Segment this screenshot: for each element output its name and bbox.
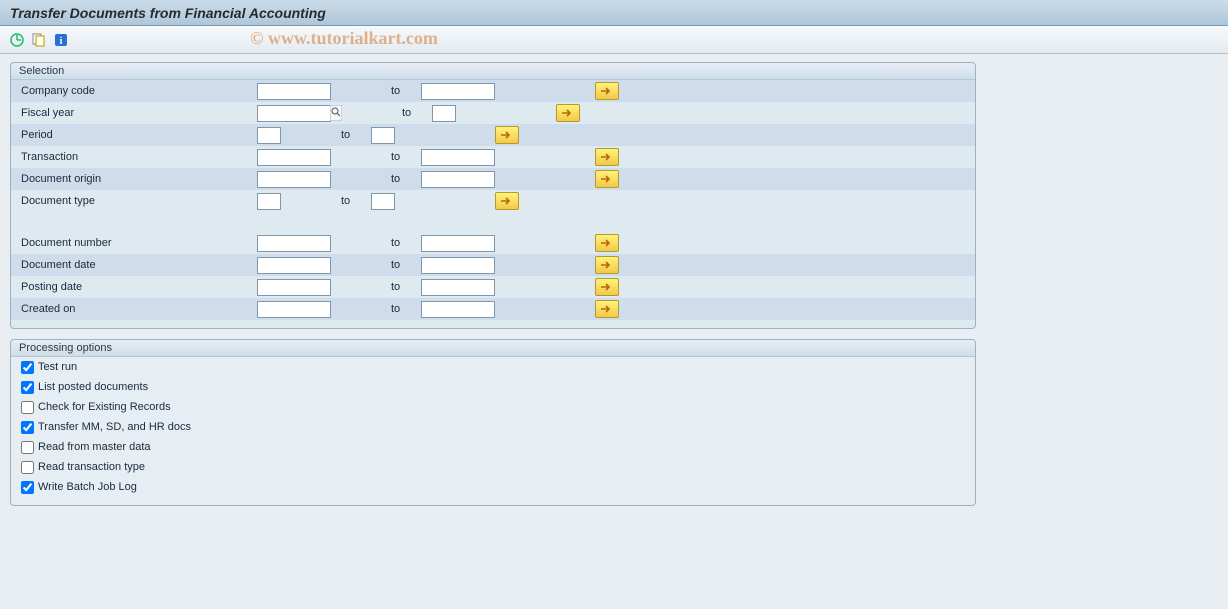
info-icon[interactable]: i — [52, 31, 70, 49]
multiple-selection-button[interactable] — [495, 126, 519, 144]
option-label: Test run — [38, 361, 77, 373]
variant-icon[interactable] — [30, 31, 48, 49]
svg-text:i: i — [60, 36, 63, 47]
to-label: to — [391, 151, 421, 163]
execute-icon[interactable] — [8, 31, 26, 49]
to-input[interactable] — [371, 193, 395, 210]
option-label: List posted documents — [38, 381, 148, 393]
field-label: Company code — [17, 85, 257, 97]
to-input[interactable] — [421, 257, 495, 274]
option-row: Transfer MM, SD, and HR docs — [11, 417, 975, 437]
to-input[interactable] — [421, 279, 495, 296]
from-input[interactable] — [257, 83, 331, 100]
to-input[interactable] — [421, 171, 495, 188]
from-input[interactable] — [257, 105, 331, 122]
option-checkbox[interactable] — [21, 421, 34, 434]
to-label: to — [391, 173, 421, 185]
option-checkbox[interactable] — [21, 461, 34, 474]
from-input[interactable] — [257, 171, 331, 188]
from-input[interactable] — [257, 149, 331, 166]
multiple-selection-button[interactable] — [595, 256, 619, 274]
field-row: Fiscal year to — [11, 102, 975, 124]
to-input[interactable] — [421, 301, 495, 318]
field-label: Fiscal year — [17, 107, 257, 119]
option-row: Write Batch Job Log — [11, 477, 975, 497]
field-row: Period to — [11, 124, 975, 146]
multiple-selection-button[interactable] — [556, 104, 580, 122]
processing-header: Processing options — [11, 340, 975, 357]
option-row: Read transaction type — [11, 457, 975, 477]
from-input[interactable] — [257, 127, 281, 144]
multiple-selection-button[interactable] — [595, 148, 619, 166]
field-label: Document date — [17, 259, 257, 271]
field-label: Period — [17, 129, 257, 141]
option-checkbox[interactable] — [21, 381, 34, 394]
option-label: Read from master data — [38, 441, 151, 453]
to-label: to — [391, 259, 421, 271]
field-row: Created on to — [11, 298, 975, 320]
spacer — [11, 212, 975, 232]
watermark: © www.tutorialkart.com — [250, 28, 438, 49]
field-row: Document date to — [11, 254, 975, 276]
to-input[interactable] — [421, 149, 495, 166]
option-checkbox[interactable] — [21, 441, 34, 454]
processing-group: Processing options Test run List posted d… — [10, 339, 976, 506]
page-title: Transfer Documents from Financial Accoun… — [10, 5, 326, 21]
option-checkbox[interactable] — [21, 361, 34, 374]
option-label: Read transaction type — [38, 461, 145, 473]
multiple-selection-button[interactable] — [595, 300, 619, 318]
toolbar: i © www.tutorialkart.com — [0, 26, 1228, 54]
option-row: Read from master data — [11, 437, 975, 457]
to-label: to — [391, 303, 421, 315]
field-row: Document origin to — [11, 168, 975, 190]
to-label: to — [391, 237, 421, 249]
canvas: Selection Company codetoFiscal yeartoPer… — [0, 54, 1228, 524]
from-input[interactable] — [257, 279, 331, 296]
to-input[interactable] — [421, 83, 495, 100]
field-row: Document type to — [11, 190, 975, 212]
option-checkbox[interactable] — [21, 481, 34, 494]
field-label: Document origin — [17, 173, 257, 185]
to-label: to — [391, 281, 421, 293]
option-checkbox[interactable] — [21, 401, 34, 414]
field-row: Transaction to — [11, 146, 975, 168]
to-label: to — [391, 85, 421, 97]
field-label: Document number — [17, 237, 257, 249]
to-input[interactable] — [371, 127, 395, 144]
field-label: Posting date — [17, 281, 257, 293]
from-input[interactable] — [257, 301, 331, 318]
field-row: Company code to — [11, 80, 975, 102]
option-label: Transfer MM, SD, and HR docs — [38, 421, 191, 433]
to-label: to — [402, 107, 432, 119]
multiple-selection-button[interactable] — [595, 170, 619, 188]
from-input[interactable] — [257, 257, 331, 274]
option-row: Test run — [11, 357, 975, 377]
multiple-selection-button[interactable] — [595, 234, 619, 252]
to-input[interactable] — [421, 235, 495, 252]
title-bar: Transfer Documents from Financial Accoun… — [0, 0, 1228, 26]
field-label: Document type — [17, 195, 257, 207]
field-row: Posting date to — [11, 276, 975, 298]
option-label: Check for Existing Records — [38, 401, 171, 413]
field-label: Created on — [17, 303, 257, 315]
from-input[interactable] — [257, 235, 331, 252]
f4-help-icon[interactable] — [331, 105, 342, 121]
to-label: to — [341, 129, 371, 141]
to-label: to — [341, 195, 371, 207]
selection-group: Selection Company codetoFiscal yeartoPer… — [10, 62, 976, 329]
field-row: Document number to — [11, 232, 975, 254]
option-label: Write Batch Job Log — [38, 481, 137, 493]
selection-header: Selection — [11, 63, 975, 80]
multiple-selection-button[interactable] — [495, 192, 519, 210]
multiple-selection-button[interactable] — [595, 82, 619, 100]
multiple-selection-button[interactable] — [595, 278, 619, 296]
field-label: Transaction — [17, 151, 257, 163]
option-row: Check for Existing Records — [11, 397, 975, 417]
to-input[interactable] — [432, 105, 456, 122]
option-row: List posted documents — [11, 377, 975, 397]
from-input[interactable] — [257, 193, 281, 210]
